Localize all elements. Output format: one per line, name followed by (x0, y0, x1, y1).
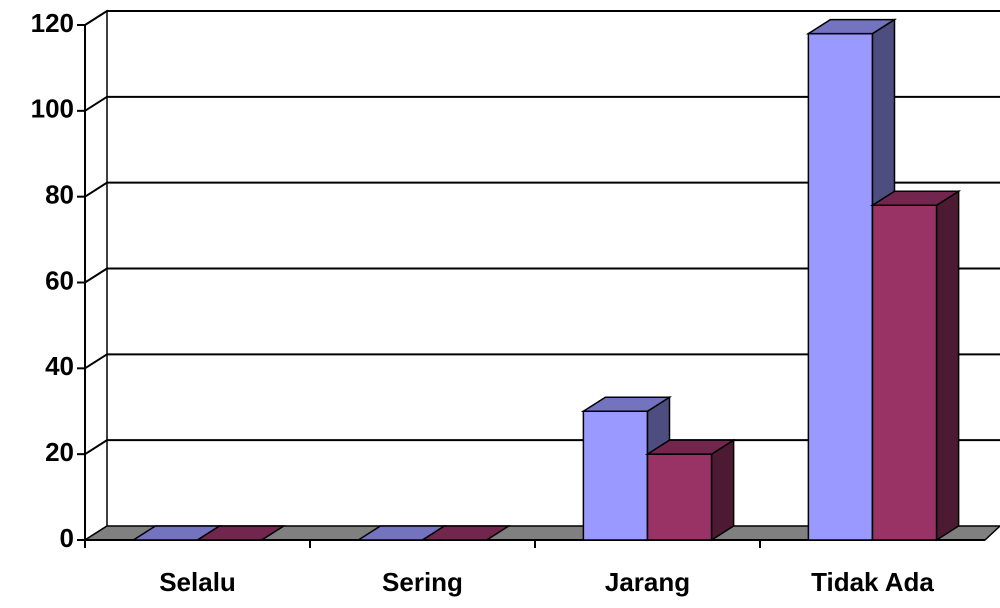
y-tick-label: 120 (31, 8, 74, 38)
bar-front (807, 32, 874, 541)
bar-side (935, 189, 960, 542)
bar-front (871, 204, 938, 541)
bar-top (194, 525, 287, 541)
bar-side (710, 438, 735, 542)
y-tick-label: 0 (60, 523, 74, 553)
bar-front (582, 410, 649, 541)
bar-top (644, 439, 737, 455)
bar-top (869, 190, 962, 206)
y-tick-label: 80 (45, 180, 74, 210)
grid-line (84, 267, 1000, 284)
grid-line (84, 181, 1000, 198)
x-tick-label: Jarang (605, 567, 690, 597)
x-tick-label: Selalu (159, 567, 236, 597)
y-tick-label: 20 (45, 437, 74, 467)
y-tick-label: 100 (31, 94, 74, 124)
x-tick-label: Tidak Ada (811, 567, 934, 597)
grid-line (84, 353, 1000, 370)
y-tick-label: 40 (45, 351, 74, 381)
bar-top (805, 18, 898, 35)
bar-top (580, 396, 673, 412)
bar-top (419, 525, 512, 541)
x-tick-label: Sering (382, 567, 463, 597)
grid-line (84, 95, 1000, 112)
grid-line (84, 10, 1000, 26)
bar-front (646, 453, 713, 541)
y-tick-label: 60 (45, 265, 74, 295)
